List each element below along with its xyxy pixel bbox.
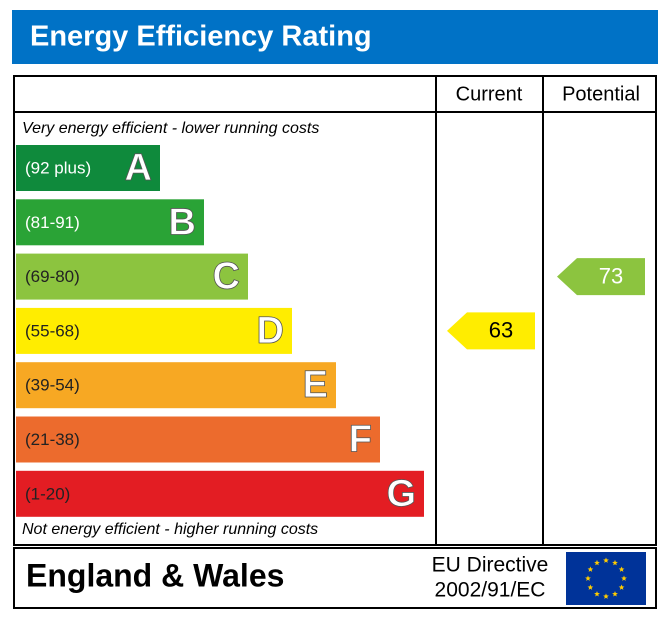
band-letter: A	[125, 147, 152, 189]
flag-stars	[585, 557, 627, 599]
band-letter: G	[386, 473, 416, 515]
band-letter: C	[213, 256, 240, 298]
column-header: Current	[456, 83, 523, 105]
rating-arrow	[447, 312, 535, 350]
rating-band	[16, 307, 292, 354]
rating-band	[16, 470, 424, 517]
band-range: (69-80)	[25, 267, 80, 286]
band-letter: D	[257, 310, 284, 352]
flag-star	[621, 575, 627, 581]
rating-value: 63	[489, 318, 513, 343]
bottom-note: Not energy efficient - higher running co…	[22, 521, 318, 538]
rating-band	[16, 416, 380, 463]
flag-star	[618, 566, 625, 572]
top-note: Very energy efficient - lower running co…	[22, 120, 319, 137]
flag-star	[603, 593, 609, 599]
eu-flag	[566, 552, 646, 605]
flag-star	[594, 559, 600, 566]
band-range: (39-54)	[25, 376, 80, 395]
rating-value: 73	[599, 263, 623, 288]
band-letter: B	[169, 201, 196, 243]
title-bar	[12, 10, 658, 64]
flag-star	[603, 557, 609, 563]
flag-star	[587, 566, 594, 572]
footer-directive: 2002/91/EC	[435, 579, 546, 602]
main-frame	[13, 75, 657, 546]
rating-band	[16, 199, 204, 246]
flag-star	[612, 559, 618, 566]
band-range: (1-20)	[25, 484, 70, 503]
column-header: Potential	[562, 83, 640, 105]
flag-star	[587, 584, 594, 590]
band-range: (81-91)	[25, 213, 80, 232]
footer-directive: EU Directive	[432, 554, 549, 577]
band-letter: F	[349, 419, 372, 461]
band-letter: E	[303, 364, 328, 406]
rating-band	[16, 362, 336, 409]
flag-star	[594, 591, 600, 597]
rating-arrow	[557, 258, 645, 296]
rating-band	[16, 145, 160, 191]
title: Energy Efficiency Rating	[30, 21, 372, 53]
band-range: (55-68)	[25, 321, 80, 340]
flag-star	[612, 591, 618, 597]
flag-star	[585, 575, 591, 581]
band-range: (21-38)	[25, 430, 80, 449]
footer-region: England & Wales	[26, 557, 284, 593]
footer-frame	[13, 547, 657, 609]
band-range: (92 plus)	[25, 158, 91, 177]
rating-band	[16, 253, 248, 300]
flag-star	[618, 584, 625, 590]
